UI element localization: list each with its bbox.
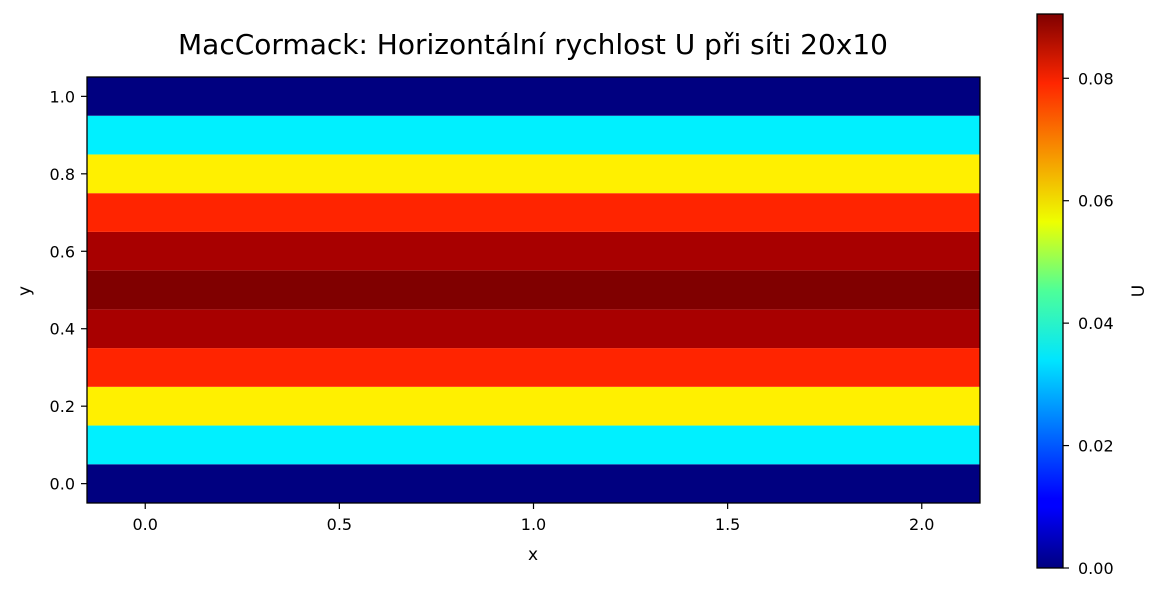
heatmap-cell-row-2 [87, 386, 980, 426]
y-axis-ticks: 0.0 0.2 0.4 0.6 0.8 1.0 [50, 87, 87, 494]
y-tick-label: 0.2 [50, 397, 75, 416]
x-axis-ticks: 0.0 0.5 1.0 1.5 2.0 [133, 503, 934, 534]
colorbar [1036, 13, 1064, 569]
heatmap-cell-row-8 [87, 154, 980, 194]
x-tick-label: 1.0 [521, 515, 546, 534]
x-tick-label: 2.0 [909, 515, 934, 534]
heatmap-cell-row-6 [87, 231, 980, 271]
heatmap-cell-row-10 [87, 77, 980, 116]
heatmap-cell-row-9 [87, 115, 980, 155]
colorbar-tick-label: 0.02 [1078, 437, 1114, 456]
x-tick-label: 0.5 [327, 515, 352, 534]
y-tick-label: 1.0 [50, 87, 75, 106]
heatmap-cell-row-3 [87, 348, 980, 387]
colorbar-tick-label: 0.08 [1078, 69, 1114, 88]
heatmap-cell-row-4 [87, 309, 980, 349]
y-tick-label: 0.0 [50, 475, 75, 494]
y-tick-label: 0.8 [50, 165, 75, 184]
heatmap-cell-row-1 [87, 425, 980, 465]
heatmap-area [87, 77, 980, 503]
colorbar-label: U [1129, 285, 1149, 297]
x-axis-label: x [528, 545, 538, 565]
heatmap-cell-row-5 [87, 270, 980, 310]
y-axis-label: y [15, 286, 35, 296]
colorbar-tick-label: 0.06 [1078, 192, 1114, 211]
heatmap-cell-row-7 [87, 193, 980, 232]
colorbar-ticks: 0.00 0.02 0.04 0.06 0.08 [1063, 69, 1114, 578]
heatmap-cell-row-0 [87, 464, 980, 503]
y-tick-label: 0.4 [50, 320, 75, 339]
y-tick-label: 0.6 [50, 242, 75, 261]
x-tick-label: 1.5 [715, 515, 740, 534]
x-tick-label: 0.0 [133, 515, 158, 534]
colorbar-tick-label: 0.00 [1078, 559, 1114, 578]
chart-title: MacCormack: Horizontální rychlost U při … [178, 28, 888, 61]
colorbar-tick-label: 0.04 [1078, 314, 1114, 333]
